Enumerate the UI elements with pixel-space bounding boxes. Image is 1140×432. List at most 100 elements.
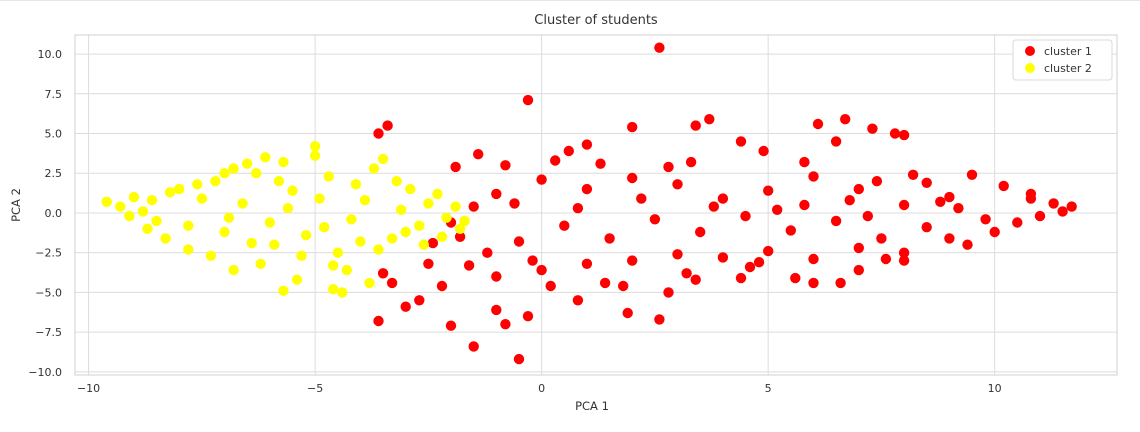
- data-point: [164, 187, 176, 198]
- data-point: [898, 247, 910, 258]
- data-point: [740, 210, 751, 222]
- data-point: [808, 171, 819, 182]
- data-point: [473, 149, 484, 160]
- data-point: [980, 214, 991, 225]
- data-point: [563, 145, 574, 157]
- series-cluster-1: [373, 42, 1077, 365]
- data-point: [454, 223, 466, 234]
- data-point: [513, 236, 525, 247]
- data-point: [450, 201, 461, 212]
- y-tick-label: 5.0: [45, 128, 63, 141]
- data-point: [876, 233, 887, 244]
- data-point: [808, 277, 819, 289]
- data-point: [427, 237, 439, 249]
- y-tick-label: −2.5: [35, 247, 62, 260]
- y-tick-label: 10.0: [38, 48, 63, 61]
- data-point: [328, 260, 339, 271]
- data-point: [228, 264, 239, 276]
- data-point: [255, 258, 266, 269]
- data-point: [663, 287, 674, 298]
- data-point: [622, 307, 633, 319]
- data-point: [785, 225, 796, 236]
- data-point: [278, 285, 289, 296]
- data-point: [432, 188, 443, 200]
- data-point: [400, 226, 411, 238]
- y-tick-label: 0.0: [45, 207, 63, 220]
- data-point: [382, 120, 393, 131]
- data-point: [500, 160, 511, 171]
- data-point: [545, 280, 556, 292]
- x-tick-label: −5: [307, 382, 323, 395]
- data-point: [115, 201, 126, 212]
- data-point: [355, 236, 366, 247]
- data-point: [559, 220, 570, 231]
- data-point: [735, 272, 747, 284]
- data-point: [627, 255, 638, 266]
- data-point: [989, 226, 1000, 238]
- data-point: [137, 206, 149, 217]
- data-point: [599, 277, 611, 289]
- data-point: [581, 139, 593, 150]
- data-point: [654, 314, 665, 325]
- data-point: [468, 341, 479, 352]
- data-point: [183, 244, 194, 255]
- data-point: [142, 223, 153, 234]
- x-tick-label: 10: [988, 382, 1002, 395]
- data-point: [758, 145, 769, 157]
- data-point: [735, 136, 747, 147]
- data-point: [1025, 193, 1037, 204]
- y-tick-label: −7.5: [35, 326, 62, 339]
- y-axis-ticks: −10.0 −7.5 −5.0 −2.5 0.0 2.5 5.0 7.5 10.0: [28, 48, 62, 379]
- data-point: [604, 233, 615, 244]
- data-point: [228, 163, 239, 174]
- data-point: [309, 141, 321, 152]
- top-divider: [0, 0, 1140, 1]
- data-point: [332, 247, 343, 258]
- data-point: [522, 94, 534, 106]
- data-point: [581, 258, 593, 269]
- data-point: [853, 242, 864, 254]
- data-point: [717, 252, 729, 263]
- data-point: [128, 191, 140, 203]
- data-point: [260, 152, 271, 163]
- data-point: [550, 155, 561, 166]
- data-points: [101, 42, 1077, 365]
- data-point: [753, 257, 765, 268]
- data-point: [953, 203, 964, 214]
- data-point: [513, 353, 525, 365]
- data-point: [251, 168, 262, 179]
- data-point: [459, 215, 470, 227]
- data-point: [269, 239, 280, 250]
- legend-label-cluster-1: cluster 1: [1044, 45, 1092, 58]
- data-point: [921, 177, 932, 188]
- data-point: [853, 264, 864, 276]
- data-point: [300, 230, 312, 241]
- data-point: [966, 169, 978, 180]
- data-point: [396, 204, 407, 215]
- data-point: [672, 179, 683, 190]
- data-point: [763, 185, 774, 196]
- data-point: [799, 156, 810, 168]
- data-point: [192, 179, 203, 190]
- plot-area-frame: [74, 34, 1118, 376]
- data-point: [482, 247, 493, 258]
- data-point: [790, 272, 801, 284]
- data-point: [205, 250, 217, 261]
- data-point: [907, 169, 919, 180]
- data-point: [830, 215, 842, 227]
- legend: cluster 1 cluster 2: [1012, 39, 1113, 81]
- data-point: [636, 193, 647, 204]
- data-point: [1057, 206, 1068, 217]
- data-point: [219, 168, 230, 179]
- data-point: [898, 255, 910, 266]
- legend-marker-cluster-1: [1025, 46, 1035, 56]
- data-point: [1034, 210, 1046, 222]
- data-point: [763, 245, 774, 257]
- data-point: [210, 176, 221, 187]
- data-point: [423, 258, 434, 269]
- grid-lines: [75, 35, 1117, 375]
- data-point: [962, 239, 973, 250]
- data-point: [328, 284, 339, 295]
- data-point: [654, 42, 665, 53]
- data-point: [468, 201, 479, 212]
